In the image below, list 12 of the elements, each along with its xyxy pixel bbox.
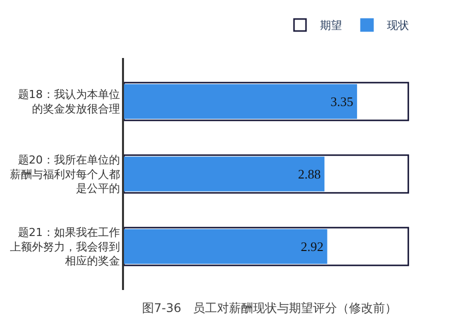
y-tick-label: 题21：如果我在工作上额外努力，我会得到相应的奖金: [10, 226, 120, 268]
data-label: 2.88: [298, 166, 321, 182]
legend-label: 现状: [387, 19, 409, 32]
y-tick-label: 题18：我认为本单位的奖金发放很合理: [18, 88, 120, 116]
bar: [124, 229, 328, 264]
legend-label: 期望: [320, 19, 342, 32]
bar: [124, 156, 324, 192]
y-tick-label: 题20：我所在单位的薪酬与福利对每个人都是公平的: [10, 154, 120, 196]
caption: 图7-36 员工对薪酬现状与期望评分（修改前）: [142, 301, 398, 315]
data-label: 3.35: [330, 94, 354, 110]
data-label: 2.92: [300, 239, 324, 254]
bar: [124, 84, 358, 119]
